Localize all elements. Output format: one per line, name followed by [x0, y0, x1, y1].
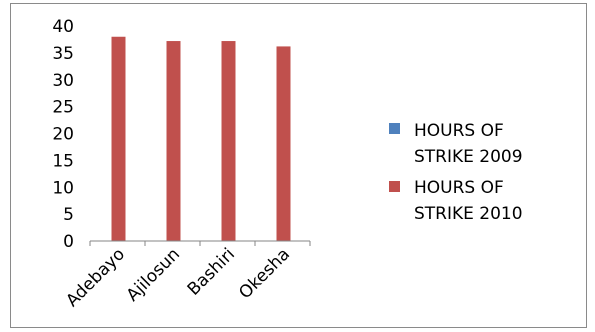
chart-frame [10, 3, 587, 328]
y-tick-label: 35 [52, 44, 74, 64]
x-category-label: Adebayo [62, 244, 129, 311]
x-category-label: Okesha [235, 244, 294, 303]
bar-okesha [276, 46, 291, 241]
bars-group [111, 36, 291, 241]
legend-swatch-2010 [389, 181, 400, 192]
bar-bashiri [221, 41, 236, 241]
legend-label-2009-line1: HOURS OF [414, 121, 504, 141]
legend-label-2010-line2: STRIKE 2010 [414, 204, 523, 224]
legend-label-2009-line2: STRIKE 2009 [414, 147, 523, 167]
legend-swatch-2009 [389, 123, 400, 134]
y-tick-label: 30 [52, 71, 74, 91]
y-tick-label: 20 [52, 125, 74, 145]
y-tick-label: 10 [52, 178, 74, 198]
legend-label-2010-line1: HOURS OF [414, 178, 504, 198]
y-tick-label: 25 [52, 98, 74, 118]
axes-group [89, 240, 311, 246]
y-tick-label: 40 [52, 17, 74, 37]
y-axis-ticks: 0 5 10 15 20 25 30 35 40 [52, 17, 74, 252]
y-tick-label: 0 [63, 232, 74, 252]
legend: HOURS OF STRIKE 2009 HOURS OF STRIKE 201… [389, 121, 523, 224]
bar-adebayo [111, 36, 126, 241]
bar-ajilosun [166, 41, 181, 241]
x-category-label: Ajilosun [123, 244, 184, 305]
y-tick-label: 15 [52, 151, 74, 171]
x-category-label: Bashiri [184, 244, 239, 299]
y-tick-label: 5 [63, 205, 74, 225]
